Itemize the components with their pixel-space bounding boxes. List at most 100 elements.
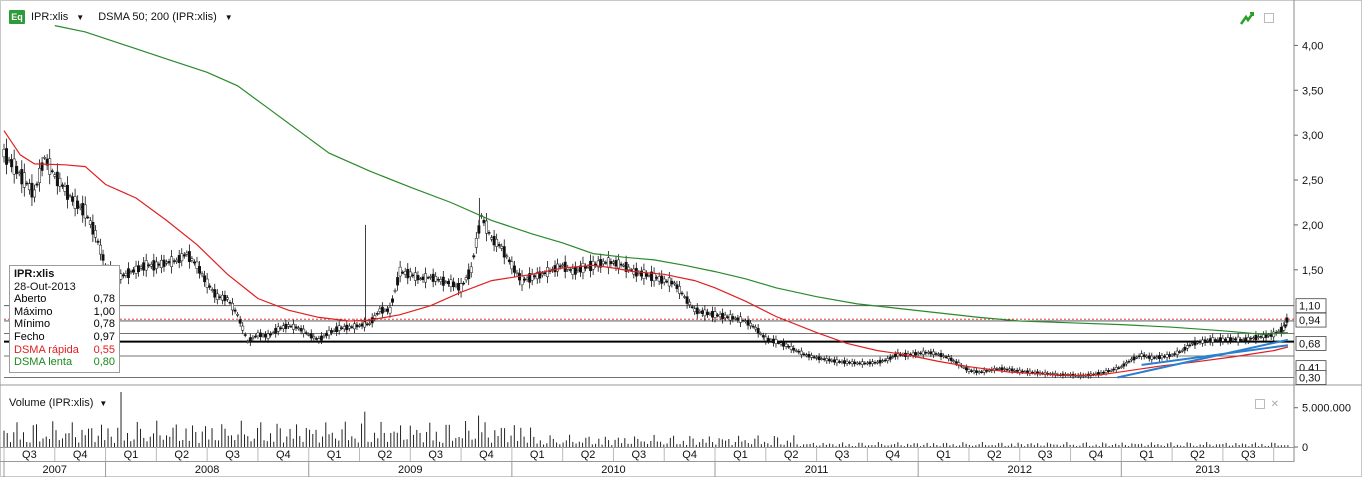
candle-body — [774, 339, 778, 344]
year-label: 2007 — [43, 464, 67, 476]
candle-body — [1196, 342, 1199, 344]
year-label: 2012 — [1008, 464, 1032, 476]
candle-body — [627, 266, 631, 271]
candle-body — [705, 311, 709, 315]
tooltip-row-label: DSMA lenta — [14, 356, 73, 369]
candle-body — [761, 335, 765, 338]
candle-body — [1173, 353, 1177, 355]
candle-body — [878, 359, 882, 364]
year-label: 2008 — [195, 464, 219, 476]
candle-body — [520, 275, 524, 286]
volume-dropdown-icon[interactable]: ▼ — [99, 398, 108, 408]
symbol-label[interactable]: IPR:xlis — [31, 11, 69, 23]
candle-body — [868, 361, 872, 365]
candle-body — [198, 266, 201, 274]
symbol-dropdown-icon[interactable]: ▼ — [76, 12, 85, 22]
candle-body — [159, 260, 163, 268]
candle-body — [93, 230, 97, 238]
candle-body — [916, 352, 920, 355]
candle-body — [1203, 339, 1207, 343]
candle-body — [716, 314, 720, 317]
candle-body — [91, 222, 95, 235]
candle-body — [713, 311, 717, 318]
candle-body — [419, 278, 422, 281]
candle-body — [266, 333, 270, 339]
candle-body — [667, 277, 671, 287]
candle-body — [769, 339, 773, 342]
candle-body — [1119, 366, 1123, 368]
candle-body — [220, 294, 224, 301]
candle-body — [5, 148, 8, 165]
candle-body — [226, 297, 229, 300]
candle-body — [1099, 372, 1103, 374]
tooltip-row-value: 0,78 — [93, 293, 115, 306]
candle-body — [911, 352, 915, 356]
volume-maximize-icon[interactable] — [1254, 399, 1265, 409]
candle-body — [1213, 339, 1217, 341]
indicator-dropdown-icon[interactable]: ▼ — [224, 12, 233, 22]
candle-body — [449, 279, 453, 287]
quarter-label: Q3 — [22, 449, 37, 461]
candle-body — [683, 296, 687, 298]
candle-body — [647, 275, 651, 277]
candle-body — [175, 259, 179, 262]
candle-body — [766, 338, 770, 342]
volume-tick-label: 0 — [1302, 442, 1308, 454]
volume-close-icon[interactable]: ✕ — [1270, 399, 1279, 410]
candle-body — [261, 334, 265, 337]
candle-body — [1221, 337, 1225, 342]
price-label-box — [1295, 312, 1327, 328]
candle-body — [162, 259, 166, 267]
candle-body — [997, 368, 1001, 370]
candle-body — [142, 262, 146, 271]
candle-body — [675, 284, 679, 289]
candle-body — [680, 292, 684, 295]
candle-body — [858, 362, 862, 365]
candle-body — [462, 282, 466, 285]
candle-body — [1175, 350, 1179, 355]
candle-body — [1102, 371, 1105, 374]
quarter-label: Q2 — [174, 449, 189, 461]
volume-label[interactable]: Volume (IPR:xlis) — [9, 397, 94, 409]
candle-body — [81, 203, 85, 216]
candle-body — [642, 269, 646, 279]
quarter-label: Q3 — [1038, 449, 1053, 461]
tooltip-row: DSMA rápida 0,55 — [14, 344, 115, 357]
trend-arrow-icon[interactable] — [1240, 11, 1254, 25]
quarter-label: Q3 — [835, 449, 850, 461]
candle-body — [827, 358, 831, 362]
series-line — [54, 25, 1288, 336]
maximize-icon[interactable] — [1264, 13, 1274, 23]
candle-body — [799, 350, 803, 355]
candle-body — [1132, 356, 1136, 361]
candle-body — [690, 306, 694, 308]
candle-body — [325, 332, 328, 336]
candle-body — [408, 271, 412, 277]
quarter-label: Q4 — [479, 449, 494, 461]
candle-body — [302, 328, 306, 334]
candle-body — [403, 271, 407, 275]
candle-body — [609, 261, 613, 265]
candle-body — [995, 368, 999, 371]
price-label-box — [1295, 336, 1327, 351]
candle-body — [987, 369, 991, 372]
candle-body — [187, 251, 191, 262]
indicator-label[interactable]: DSMA 50; 200 (IPR:xlis) — [98, 11, 217, 23]
candle-body — [393, 290, 397, 292]
candle-body — [553, 265, 557, 273]
quarter-label: Q4 — [1089, 449, 1104, 461]
candle-body — [980, 371, 984, 373]
candle-body — [693, 308, 697, 312]
candle-body — [1226, 337, 1230, 342]
quarter-label: Q2 — [1190, 449, 1205, 461]
candle-body — [962, 366, 966, 369]
candle-body — [444, 281, 448, 284]
quarter-label: Q1 — [530, 449, 545, 461]
candle-body — [744, 320, 747, 322]
tooltip-row-value: 1,00 — [93, 305, 115, 318]
tooltip-row: Fecho 0,97 — [14, 331, 115, 344]
candle-body — [843, 360, 846, 364]
candle-body — [619, 263, 623, 266]
candle-body — [436, 278, 440, 281]
quarter-label: Q3 — [225, 449, 240, 461]
